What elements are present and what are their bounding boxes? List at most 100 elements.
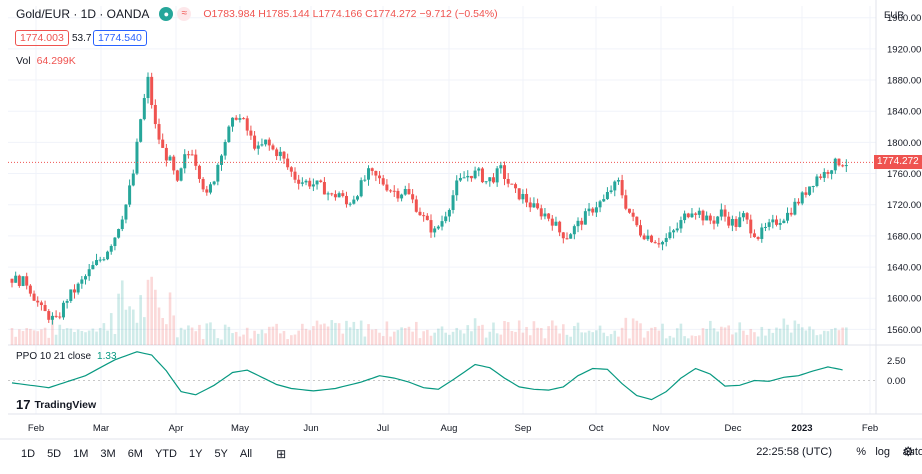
volume-bar bbox=[833, 327, 837, 345]
candle-body bbox=[289, 167, 293, 172]
sell-price-button[interactable]: 1774.003 bbox=[15, 30, 69, 46]
candle-body bbox=[455, 180, 459, 196]
candle-body bbox=[39, 302, 43, 306]
candle-body bbox=[774, 219, 778, 225]
y-tick-label: 1920.00 bbox=[887, 44, 921, 55]
candle-body bbox=[727, 216, 731, 226]
candle-body bbox=[208, 184, 212, 193]
candle-body bbox=[822, 172, 826, 178]
volume-bar bbox=[201, 339, 205, 345]
timeframe-button[interactable]: 6M bbox=[127, 448, 143, 460]
candle-body bbox=[462, 177, 466, 179]
calendar-icon[interactable]: ⊞ bbox=[276, 447, 287, 461]
volume-bar bbox=[731, 334, 734, 345]
volume-bar bbox=[811, 329, 815, 345]
candle-body bbox=[528, 202, 532, 208]
volume-legend[interactable]: Vol 64.299K bbox=[16, 55, 76, 67]
volume-bar bbox=[418, 338, 422, 345]
candle-body bbox=[613, 181, 617, 191]
x-tick-label: Mar bbox=[93, 423, 109, 434]
volume-bar bbox=[198, 324, 201, 345]
volume-bar bbox=[694, 336, 697, 345]
candle-body bbox=[201, 178, 205, 190]
candle-body bbox=[719, 209, 723, 217]
volume-bar bbox=[499, 334, 503, 345]
candle-body bbox=[32, 293, 36, 301]
candle-body bbox=[234, 117, 238, 120]
volume-bar bbox=[521, 332, 525, 345]
auto-toggle[interactable]: auto bbox=[902, 446, 922, 458]
candle-body bbox=[216, 164, 220, 182]
currency-label[interactable]: EUR bbox=[884, 10, 905, 21]
change-value: −9.712 (−0.54%) bbox=[419, 8, 498, 20]
volume-value: 64.299K bbox=[36, 55, 76, 67]
timeframe-button[interactable]: 5D bbox=[47, 448, 62, 460]
candle-body bbox=[109, 246, 113, 252]
volume-bar bbox=[716, 331, 719, 345]
timeframe-button[interactable]: 1D bbox=[21, 448, 36, 460]
gear-icon[interactable]: ⚙ bbox=[902, 444, 914, 459]
timeframe-button[interactable]: 1Y bbox=[188, 448, 203, 460]
volume-bar bbox=[256, 333, 260, 345]
ppo-legend[interactable]: PPO 10 21 close 1.33 bbox=[16, 351, 117, 362]
candle-body bbox=[256, 145, 260, 149]
volume-bar bbox=[775, 327, 778, 345]
volume-bar bbox=[661, 323, 664, 345]
buy-price-button[interactable]: 1774.540 bbox=[93, 30, 147, 46]
candle-body bbox=[344, 195, 348, 205]
volume-bar bbox=[319, 324, 323, 345]
volume-bar bbox=[448, 334, 451, 345]
timeframe-button[interactable]: 3M bbox=[100, 448, 116, 460]
tradingview-logo[interactable]: 17 TradingView bbox=[16, 397, 96, 412]
volume-bar bbox=[370, 329, 374, 345]
candle-body bbox=[458, 177, 462, 181]
market-open-icon[interactable]: ● bbox=[159, 7, 174, 21]
candle-body bbox=[730, 218, 734, 226]
candle-body bbox=[54, 315, 58, 317]
volume-bar bbox=[65, 328, 69, 345]
log-toggle[interactable]: log bbox=[875, 446, 890, 458]
volume-bar bbox=[139, 295, 142, 345]
volume-bar bbox=[165, 324, 168, 345]
volume-bar bbox=[720, 326, 723, 345]
volume-bar bbox=[260, 329, 264, 345]
volume-bar bbox=[374, 329, 378, 345]
percent-toggle[interactable]: % bbox=[856, 446, 866, 458]
timeframe-button[interactable]: 5Y bbox=[214, 448, 228, 460]
candle-body bbox=[569, 234, 573, 239]
volume-bar bbox=[492, 322, 495, 345]
candle-body bbox=[547, 213, 551, 219]
candle-body bbox=[594, 207, 598, 213]
volume-bar bbox=[227, 326, 231, 345]
volume-bar bbox=[514, 331, 517, 345]
candle-body bbox=[190, 154, 194, 156]
volume-bar bbox=[815, 335, 819, 345]
bottom-toolbar: 1D 5D 1M 3M 6M YTD 1Y 5Y All ⊞ bbox=[0, 440, 922, 468]
volume-bar bbox=[709, 320, 712, 345]
candle-body bbox=[139, 119, 143, 142]
candle-body bbox=[804, 192, 808, 195]
candle-body bbox=[583, 211, 587, 225]
candle-body bbox=[135, 141, 139, 174]
volume-bar bbox=[440, 326, 444, 345]
clock[interactable]: 22:25:58 (UTC) bbox=[756, 446, 832, 458]
candle-body bbox=[609, 190, 613, 193]
volume-bar bbox=[253, 330, 256, 345]
candle-body bbox=[76, 283, 80, 293]
candle-body bbox=[400, 194, 404, 199]
candle-body bbox=[503, 165, 507, 179]
x-tick-label: Feb bbox=[28, 423, 44, 434]
volume-bar bbox=[389, 336, 392, 345]
volume-bar bbox=[664, 338, 668, 345]
timeframe-button[interactable]: All bbox=[239, 448, 253, 460]
symbol-title[interactable]: Gold/EUR · 1D · OANDA bbox=[16, 7, 150, 21]
compare-icon[interactable]: ≈ bbox=[177, 7, 192, 21]
timeframe-button[interactable]: YTD bbox=[154, 448, 177, 460]
y-tick-label: 1640.00 bbox=[887, 263, 921, 274]
candle-body bbox=[153, 104, 157, 125]
candle-body bbox=[605, 192, 609, 200]
volume-bar bbox=[845, 327, 848, 345]
timeframe-button[interactable]: 1M bbox=[73, 448, 89, 460]
volume-bar bbox=[753, 332, 756, 345]
